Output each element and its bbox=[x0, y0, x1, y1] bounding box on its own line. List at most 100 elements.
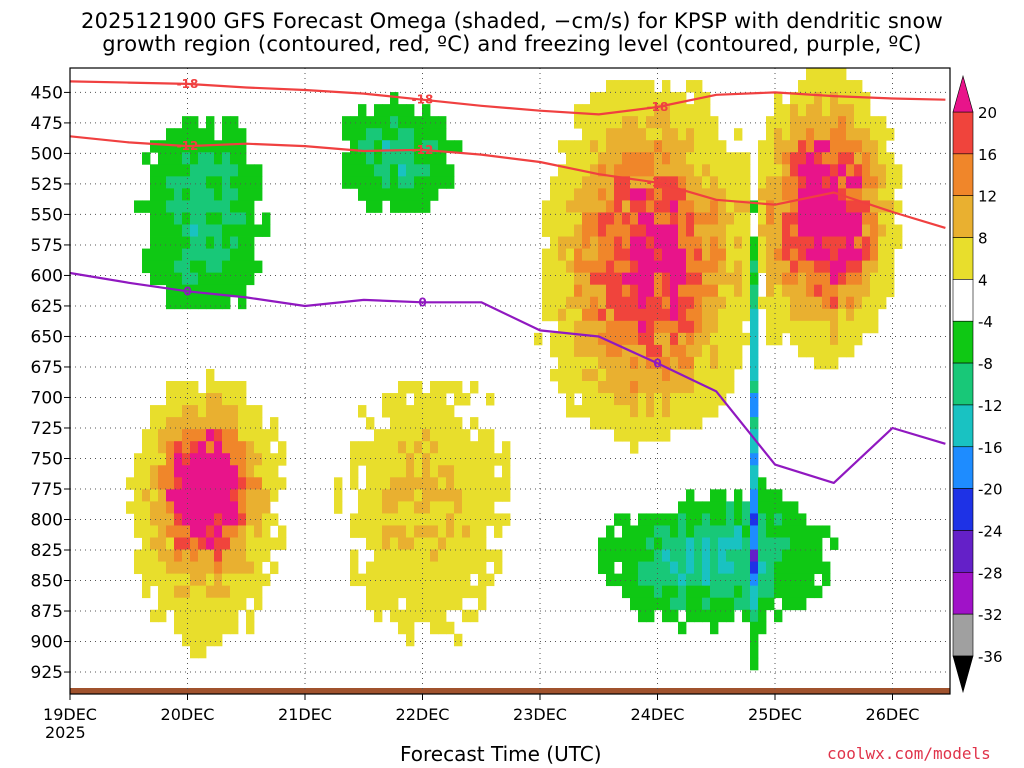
omega-cell bbox=[222, 609, 231, 623]
omega-cell bbox=[806, 585, 815, 599]
omega-cell bbox=[726, 236, 735, 249]
omega-cell bbox=[558, 164, 567, 177]
omega-cell bbox=[758, 212, 767, 225]
omega-cell bbox=[758, 176, 767, 189]
omega-cell bbox=[214, 224, 223, 237]
omega-cell bbox=[198, 284, 207, 298]
colorbar-bin bbox=[952, 362, 974, 406]
omega-cell bbox=[782, 585, 791, 599]
omega-cell bbox=[382, 104, 391, 117]
omega-cell bbox=[726, 200, 735, 213]
omega-cell bbox=[646, 356, 655, 370]
omega-cell bbox=[766, 236, 775, 249]
colorbar-bin bbox=[952, 195, 974, 238]
omega-cell bbox=[254, 561, 263, 575]
omega-cell bbox=[494, 453, 503, 466]
omega-cell bbox=[862, 248, 871, 262]
omega-cell bbox=[382, 477, 391, 490]
omega-cell bbox=[206, 188, 215, 201]
omega-cell bbox=[790, 212, 799, 225]
omega-cell bbox=[582, 224, 591, 237]
omega-cell bbox=[670, 308, 679, 322]
omega-cell bbox=[694, 609, 703, 623]
omega-cell bbox=[678, 248, 687, 262]
omega-cell bbox=[846, 128, 855, 141]
omega-cell bbox=[206, 537, 215, 550]
omega-cell bbox=[606, 549, 615, 562]
omega-cell bbox=[246, 465, 255, 478]
omega-cell bbox=[158, 236, 167, 249]
omega-cell bbox=[710, 308, 719, 322]
omega-cell bbox=[190, 236, 199, 249]
omega-cell bbox=[694, 537, 703, 550]
omega-cell bbox=[622, 549, 631, 562]
omega-cell bbox=[750, 561, 759, 575]
omega-cell bbox=[742, 188, 751, 201]
omega-cell bbox=[398, 477, 407, 490]
omega-cell bbox=[846, 104, 855, 117]
omega-cell bbox=[574, 152, 583, 165]
omega-cell bbox=[718, 176, 727, 189]
omega-cell bbox=[430, 453, 439, 466]
omega-cell bbox=[774, 140, 783, 153]
omega-cell bbox=[806, 308, 815, 322]
omega-cell bbox=[382, 513, 391, 526]
omega-cell bbox=[406, 104, 415, 117]
omega-cell bbox=[262, 465, 271, 478]
omega-cell bbox=[678, 200, 687, 213]
omega-cell bbox=[646, 212, 655, 225]
omega-cell bbox=[166, 176, 175, 189]
omega-cell bbox=[430, 561, 439, 575]
omega-cell bbox=[854, 320, 863, 334]
omega-cell bbox=[574, 188, 583, 201]
omega-cell bbox=[894, 164, 903, 177]
omega-cell bbox=[662, 152, 671, 165]
omega-cell bbox=[150, 501, 159, 514]
omega-cell bbox=[222, 525, 231, 538]
omega-cell bbox=[214, 200, 223, 213]
omega-cell bbox=[654, 381, 663, 394]
omega-cell bbox=[366, 573, 375, 587]
omega-cell bbox=[198, 465, 207, 478]
omega-cell bbox=[438, 417, 447, 430]
omega-cell bbox=[750, 332, 759, 346]
omega-cell bbox=[502, 465, 511, 478]
omega-cell bbox=[430, 164, 439, 177]
omega-cell bbox=[542, 308, 551, 322]
omega-cell bbox=[886, 212, 895, 225]
omega-cell bbox=[702, 320, 711, 334]
omega-cell bbox=[670, 368, 679, 382]
omega-cell bbox=[590, 92, 599, 105]
omega-cell bbox=[214, 537, 223, 550]
omega-cell bbox=[254, 573, 263, 587]
omega-cell bbox=[238, 152, 247, 165]
omega-cell bbox=[182, 188, 191, 201]
omega-cell bbox=[190, 501, 199, 514]
omega-cell bbox=[398, 164, 407, 177]
omega-cell bbox=[830, 248, 839, 262]
omega-cell bbox=[614, 116, 623, 129]
omega-cell bbox=[702, 549, 711, 562]
omega-cell bbox=[638, 248, 647, 262]
omega-cell bbox=[206, 609, 215, 623]
omega-cell bbox=[134, 513, 143, 526]
omega-cell bbox=[414, 525, 423, 538]
omega-cell bbox=[246, 248, 255, 262]
omega-cell bbox=[726, 537, 735, 550]
credit-link[interactable]: coolwx.com/models bbox=[827, 744, 991, 763]
omega-cell bbox=[398, 176, 407, 189]
omega-cell bbox=[654, 236, 663, 249]
omega-cell bbox=[142, 525, 151, 538]
omega-cell bbox=[230, 405, 239, 418]
omega-cell bbox=[222, 200, 231, 213]
omega-cell bbox=[422, 176, 431, 189]
omega-cell bbox=[774, 212, 783, 225]
omega-cell bbox=[358, 152, 367, 165]
omega-cell bbox=[350, 152, 359, 165]
omega-cell bbox=[166, 429, 175, 442]
omega-cell bbox=[142, 561, 151, 575]
omega-cell bbox=[398, 441, 407, 454]
omega-cell bbox=[654, 417, 663, 430]
omega-cell bbox=[158, 441, 167, 454]
omega-cell bbox=[142, 441, 151, 454]
